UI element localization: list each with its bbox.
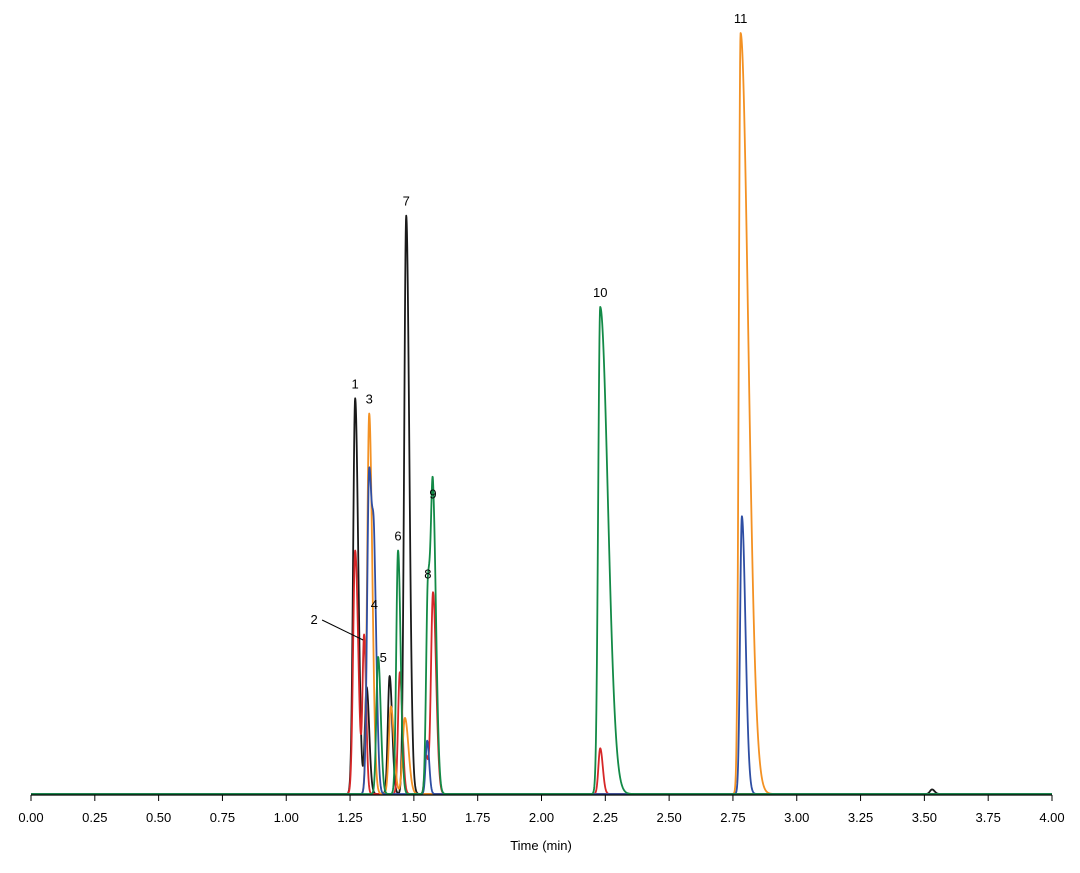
- peak-label-10: 10: [593, 285, 607, 300]
- x-tick-label: 1.75: [465, 810, 490, 825]
- peak-labels-group: 1 2 3 4 5 6 7 8 9 10 11: [310, 11, 747, 665]
- x-axis-title: Time (min): [510, 838, 572, 853]
- x-tick-label: 3.25: [848, 810, 873, 825]
- x-axis: 0.00 0.25 0.50 0.75 1.00 1.25 1.50 1.75 2.00 2.25…: [18, 794, 1065, 825]
- x-tick-label: 0.75: [210, 810, 235, 825]
- peak-label-7: 7: [403, 194, 410, 209]
- x-tick-label: 2.25: [593, 810, 618, 825]
- peak-label-4: 4: [371, 597, 378, 612]
- series-trace-3: [30, 32, 1053, 795]
- x-tick-label: 0.25: [82, 810, 107, 825]
- peak-label-6: 6: [394, 528, 401, 543]
- x-tick-label: 1.25: [337, 810, 362, 825]
- x-tick-label: 2.00: [529, 810, 554, 825]
- peak-label-1: 1: [352, 376, 359, 391]
- peak-label-9: 9: [429, 487, 436, 502]
- series-trace-5: [30, 306, 1053, 795]
- series-trace-1: [30, 214, 1053, 795]
- x-tick-label: 0.00: [18, 810, 43, 825]
- x-tick-label: 3.50: [912, 810, 937, 825]
- x-tick-label: 1.00: [274, 810, 299, 825]
- peak-label-8: 8: [424, 567, 431, 582]
- x-tick-label: 2.50: [656, 810, 681, 825]
- x-tick-label: 3.75: [976, 810, 1001, 825]
- peak-2-leader-line: [321, 619, 364, 641]
- x-tick-label: 3.00: [784, 810, 809, 825]
- x-tick-label: 1.50: [401, 810, 426, 825]
- series-trace-4: [30, 466, 1053, 795]
- traces-group: [30, 32, 1053, 795]
- peak-label-2: 2: [310, 612, 317, 627]
- series-trace-2: [30, 549, 1053, 795]
- peak-label-11: 11: [734, 11, 748, 26]
- peak-label-3: 3: [366, 392, 373, 407]
- x-tick-label: 2.75: [720, 810, 745, 825]
- peak-label-5: 5: [380, 650, 387, 665]
- x-tick-label: 0.50: [146, 810, 171, 825]
- x-tick-label: 4.00: [1039, 810, 1064, 825]
